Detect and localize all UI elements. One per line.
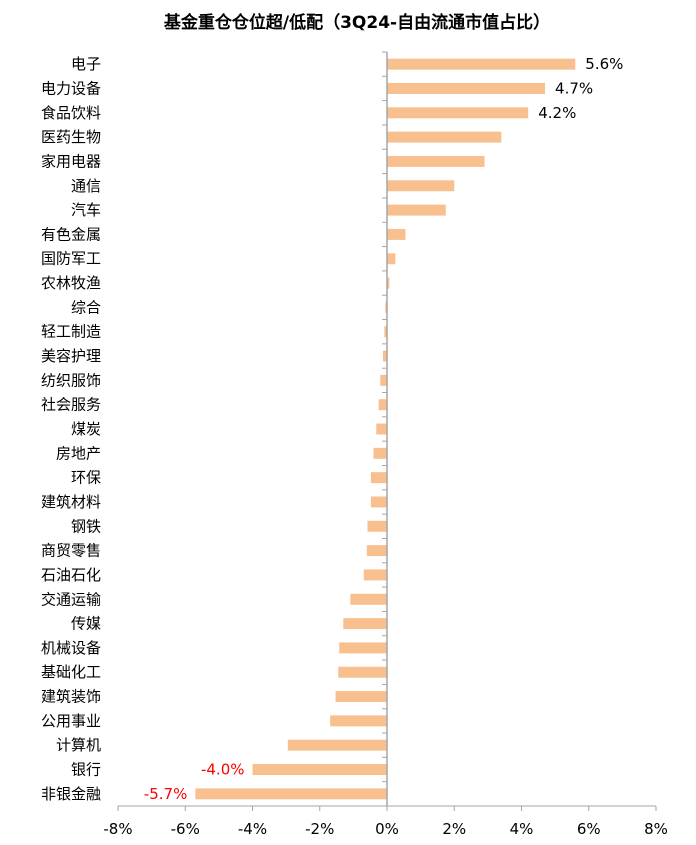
category-label: 轻工制造	[41, 323, 101, 341]
bar-0	[387, 58, 576, 70]
bar-27	[330, 715, 387, 727]
bar-15	[376, 423, 387, 435]
category-label: 电力设备	[41, 79, 101, 97]
category-label: 钢铁	[71, 517, 101, 535]
x-tick-label: -6%	[171, 820, 200, 838]
bar-5	[387, 180, 455, 192]
category-label: 纺织服饰	[41, 371, 101, 389]
category-label: 非银金融	[41, 785, 101, 803]
category-label: 房地产	[56, 444, 101, 462]
bar-9	[387, 277, 390, 289]
x-tick-label: 2%	[442, 820, 466, 838]
bar-7	[387, 228, 406, 240]
category-label: 交通运输	[41, 590, 101, 608]
bar-1	[387, 82, 546, 94]
category-label: 家用电器	[41, 152, 101, 170]
category-label: 环保	[71, 469, 101, 487]
bar-24	[339, 642, 387, 654]
category-label: 商贸零售	[41, 542, 101, 560]
x-tick-label: 6%	[577, 820, 601, 838]
x-tick-label: 4%	[510, 820, 534, 838]
data-label: -5.7%	[144, 785, 188, 803]
category-label: 石油石化	[41, 566, 101, 584]
x-tick-label: 8%	[644, 820, 668, 838]
bar-28	[287, 739, 387, 751]
category-label: 国防军工	[41, 250, 101, 268]
bar-2	[387, 107, 529, 119]
category-label: 食品饮料	[41, 104, 101, 122]
data-label: 4.2%	[538, 104, 576, 122]
data-label: 5.6%	[585, 55, 623, 73]
x-tick-label: -4%	[238, 820, 267, 838]
category-label: 通信	[71, 177, 101, 195]
bar-26	[335, 691, 387, 703]
bar-4	[387, 155, 485, 167]
bar-12	[382, 350, 387, 362]
bar-20	[366, 545, 387, 557]
category-label: 银行	[71, 761, 101, 779]
data-label: -4.0%	[201, 761, 245, 779]
bar-18	[370, 496, 387, 508]
category-label: 医药生物	[41, 128, 101, 146]
bar-22	[350, 593, 387, 605]
data-label: 4.7%	[555, 79, 593, 97]
bar-13	[380, 374, 387, 386]
bar-8	[387, 253, 396, 265]
category-label: 建筑装饰	[41, 688, 101, 706]
category-label: 美容护理	[41, 347, 101, 365]
bar-11	[384, 326, 387, 338]
bar-29	[252, 764, 387, 776]
bar-25	[338, 666, 387, 678]
bar-3	[387, 131, 502, 143]
x-tick-label: 0%	[375, 820, 399, 838]
bar-14	[378, 399, 387, 411]
bar-10	[385, 301, 387, 313]
x-tick-label: -8%	[103, 820, 132, 838]
category-label: 计算机	[56, 736, 101, 754]
category-label: 传媒	[71, 615, 101, 633]
category-label: 综合	[71, 298, 101, 316]
bar-16	[373, 447, 387, 459]
category-label: 机械设备	[41, 639, 101, 657]
category-label: 公用事业	[41, 712, 101, 730]
category-label: 电子	[71, 55, 101, 73]
category-label: 有色金属	[41, 225, 101, 243]
bar-6	[387, 204, 446, 216]
category-label: 农林牧渔	[41, 274, 101, 292]
category-label: 煤炭	[71, 420, 101, 438]
category-label: 建筑材料	[41, 493, 101, 511]
bar-21	[363, 569, 387, 581]
chart-title: 基金重仓仓位超/低配（3Q24-自由流通市值占比）	[163, 12, 550, 33]
x-tick-label: -2%	[305, 820, 334, 838]
category-label: 社会服务	[41, 396, 101, 414]
bar-17	[370, 472, 387, 484]
bar-23	[343, 618, 387, 630]
bar-30	[195, 788, 387, 800]
category-label: 基础化工	[41, 663, 101, 681]
bar-19	[367, 520, 387, 532]
category-label: 汽车	[71, 201, 101, 219]
